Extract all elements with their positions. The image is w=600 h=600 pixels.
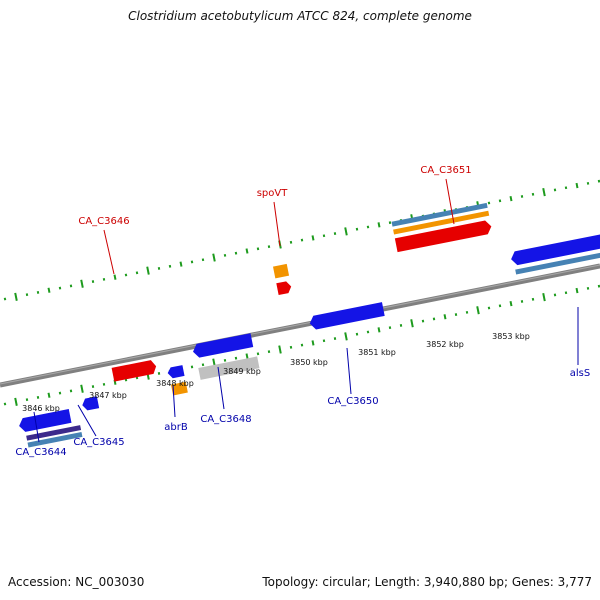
gene-ca-c3644[interactable]: [18, 408, 72, 433]
gene-ca-c3644-purple[interactable]: [26, 425, 82, 441]
genome-backbone-highlight: [0, 264, 600, 385]
label-line-ca-c3648: [217, 366, 225, 410]
outer-tick: [80, 279, 84, 288]
outer-tick: [542, 187, 546, 197]
scale-label-3850: 3850 kbp: [290, 358, 328, 367]
genome-summary-text: Topology: circular; Length: 3,940,880 bp…: [262, 575, 592, 589]
outer-tick: [212, 253, 216, 262]
gene-abrb[interactable]: [167, 365, 185, 379]
outer-tick: [113, 274, 117, 280]
gene-ca-c3648[interactable]: [192, 333, 254, 358]
inner-tick: [14, 397, 18, 406]
scale-label-3851: 3851 kbp: [358, 348, 396, 357]
inner-tick: [443, 314, 447, 320]
inner-tick: [476, 306, 480, 315]
gene-ca-c3646[interactable]: [111, 359, 158, 382]
gene-ca-c3651-orange[interactable]: [393, 210, 490, 235]
outer-tick: [377, 222, 381, 228]
inner-tick: [344, 332, 348, 341]
accession-text: Accession: NC_003030: [8, 575, 145, 589]
gene-alss-steel[interactable]: [515, 249, 600, 275]
label-line-ca-c3651: [445, 178, 455, 225]
inner-tick: [377, 327, 381, 333]
label-line-ca-c3646: [103, 229, 115, 275]
outer-tick: [344, 227, 348, 236]
label-line-abrb: [172, 384, 176, 418]
label-abrb[interactable]: abrB: [164, 422, 188, 433]
outer-tick: [14, 292, 18, 301]
scale-label-3849: 3849 kbp: [223, 367, 261, 376]
inner-tick-ring: [3, 284, 600, 406]
gene-abrb-orange[interactable]: [170, 381, 188, 396]
inner-tick: [245, 353, 249, 359]
label-ca-c3648[interactable]: CA_C3648: [200, 414, 251, 425]
outer-tick-ring: [3, 179, 600, 301]
label-alss[interactable]: alsS: [570, 368, 590, 379]
gene-ca-c3651-steel[interactable]: [391, 202, 488, 227]
outer-tick: [245, 248, 249, 254]
outer-tick: [311, 235, 315, 241]
inner-tick: [311, 340, 315, 346]
inner-tick: [47, 392, 51, 398]
gene-ca-c3650[interactable]: [308, 302, 385, 330]
label-line-ca-c3650: [346, 347, 352, 395]
map-title: Clostridium acetobutylicum ATCC 824, com…: [128, 9, 472, 23]
outer-tick: [146, 266, 150, 275]
gene-alss[interactable]: [510, 231, 600, 266]
inner-tick: [278, 345, 282, 354]
label-line-ca-c3644: [33, 411, 40, 443]
label-ca-c3644[interactable]: CA_C3644: [15, 447, 66, 458]
gene-ca-c3645[interactable]: [81, 396, 100, 411]
outer-tick: [509, 196, 513, 202]
scale-label-3853: 3853 kbp: [492, 332, 530, 341]
inner-tick: [80, 384, 84, 393]
inner-tick: [410, 319, 414, 328]
label-ca-c3650[interactable]: CA_C3650: [327, 396, 378, 407]
scale-label-3846: 3846 kbp: [22, 404, 60, 413]
inner-tick: [575, 287, 579, 294]
label-ca-c3645[interactable]: CA_C3645: [73, 437, 124, 448]
label-spovt[interactable]: spoVT: [257, 188, 289, 199]
inner-tick: [542, 292, 546, 302]
label-ca-c3651[interactable]: CA_C3651: [420, 165, 471, 176]
scale-label-3852: 3852 kbp: [426, 340, 464, 349]
label-line-ca-c3645: [77, 404, 97, 437]
label-line-spovt: [273, 201, 281, 247]
outer-tick: [179, 261, 183, 267]
scale-label-3848: 3848 kbp: [156, 379, 194, 388]
gene-ca-c3648-gray[interactable]: [198, 356, 260, 380]
label-ca-c3646[interactable]: CA_C3646: [78, 216, 129, 227]
outer-tick: [575, 182, 579, 189]
genome-backbone: [0, 263, 600, 388]
outer-tick: [47, 287, 51, 293]
gene-ca-c3651[interactable]: [394, 220, 493, 253]
scale-label-3847: 3847 kbp: [89, 391, 127, 400]
gene-spovt[interactable]: [276, 281, 292, 296]
gene-spovt-orange[interactable]: [272, 263, 290, 279]
inner-tick: [509, 301, 513, 307]
gene-ca-c3644-steel[interactable]: [27, 431, 83, 448]
